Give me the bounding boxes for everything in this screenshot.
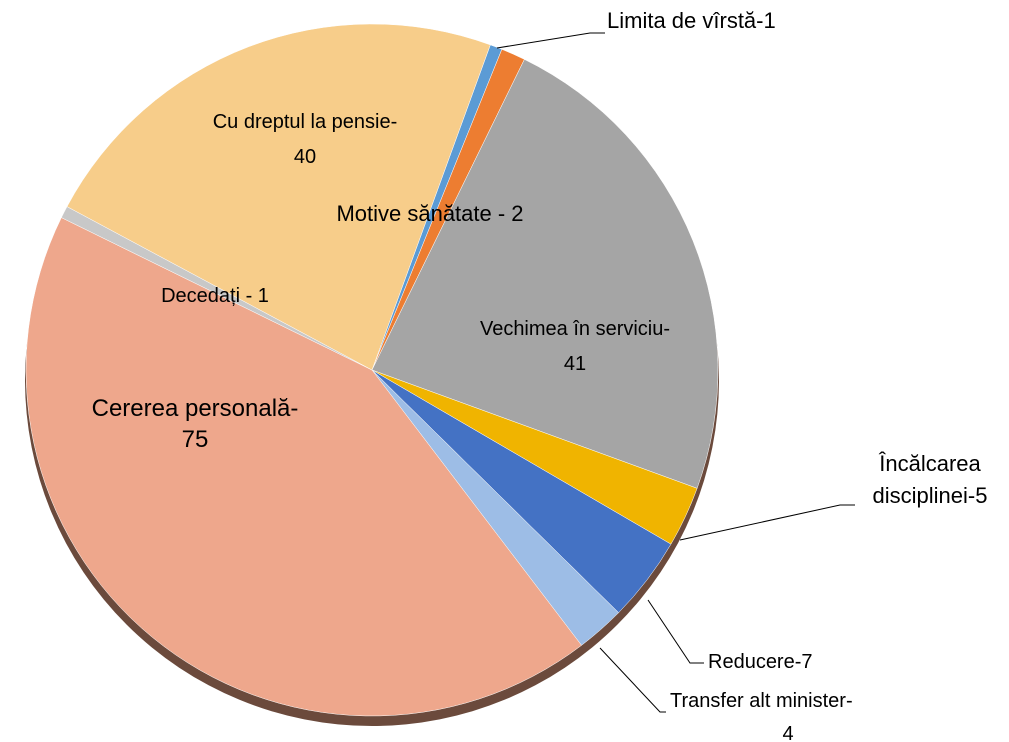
slice-label: Motive sănătate - 2 <box>336 201 523 226</box>
pie-slice <box>66 23 491 371</box>
slice-label: Încălcarea disciplinei-5 <box>873 451 988 508</box>
slice-label: Vechimea în serviciu-41 <box>480 318 670 375</box>
leader-lines <box>496 32 855 713</box>
leader-line <box>496 32 605 49</box>
slice-label: Reducere-7 <box>708 651 813 673</box>
leader-line <box>647 599 704 664</box>
slice-label: Cu dreptul la pensie-40 <box>213 111 398 168</box>
slice-label: Transfer alt minister-4 <box>670 690 853 742</box>
leader-line <box>599 647 666 713</box>
slices <box>25 23 719 717</box>
pie-slice <box>25 217 582 717</box>
slice-label: Cererea personală-75 <box>92 395 299 453</box>
pie-slice <box>371 59 719 489</box>
slice-label: Decedați - 1 <box>161 285 269 307</box>
labels: Limita de vîrstă-1 Motive sănătate - 2 Vec… <box>92 8 988 742</box>
leader-line <box>679 504 855 541</box>
slice-label: Limita de vîrstă-1 <box>607 8 776 33</box>
